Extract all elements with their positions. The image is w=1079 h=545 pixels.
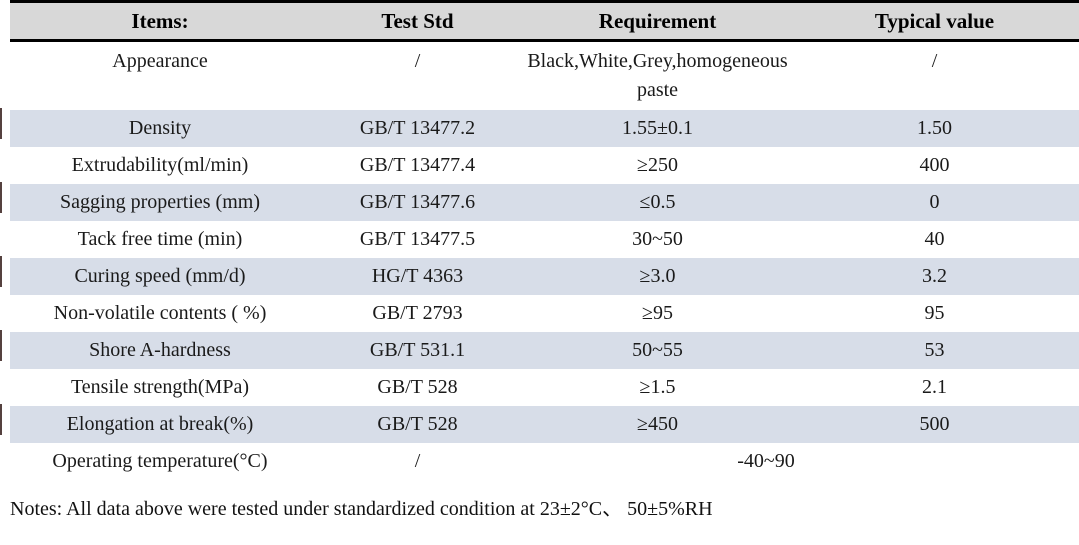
test-std-cell: GB/T 13477.5 [359,228,476,250]
requirement-cell: ≥95 [642,302,673,324]
typical-value-cell: 0 [790,184,1079,221]
typical-value-cell: 53 [790,332,1079,369]
item-cell: Sagging properties (mm) [10,184,310,221]
item-cell: Elongation at break(%) [10,406,310,443]
requirement-cell: ≥250 [637,154,678,176]
table-row: Appearance / Black,White,Grey,homogeneou… [10,41,1079,111]
test-std-cell: GB/T 13477.6 [310,184,525,221]
notes-text: Notes: All data above were tested under … [10,498,713,520]
requirement-cell: -40~90 [737,450,795,472]
table-header-row: Items: Test Std Requirement Typical valu… [10,1,1079,42]
test-std-cell: GB/T 528 [310,406,525,443]
header-requirement: Requirement [525,1,790,42]
table-row: Tack free time (min) GB/T 13477.5 30~50 … [10,221,1079,258]
requirement-cell: Black,White,Grey,homogeneous paste [527,50,788,101]
typical-value-cell: 40 [924,228,945,250]
test-std-cell: GB/T 2793 [372,302,463,324]
table-row: Tensile strength(MPa) GB/T 528 ≥1.5 2.1 [10,369,1079,406]
test-std-cell: GB/T 531.1 [310,332,525,369]
table-left-border-fragment [0,256,2,287]
table-row: Elongation at break(%) GB/T 528 ≥450 500 [10,406,1079,443]
requirement-cell: ≥1.5 [639,376,676,398]
table-row: Shore A-hardness GB/T 531.1 50~55 53 [10,332,1079,369]
table-row: Operating temperature(°C) / -40~90 [10,443,1079,480]
header-typical-value: Typical value [790,1,1079,42]
table-row: Non-volatile contents ( %) GB/T 2793 ≥95… [10,295,1079,332]
typical-value-cell: 95 [924,302,945,324]
requirement-cell: 1.55±0.1 [525,110,790,147]
item-cell: Appearance [112,50,208,72]
spec-table: Items: Test Std Requirement Typical valu… [10,0,1079,480]
typical-value-cell: 500 [790,406,1079,443]
typical-value-cell: 2.1 [922,376,947,398]
item-cell: Shore A-hardness [10,332,310,369]
typical-value-cell: 1.50 [790,110,1079,147]
requirement-cell: 30~50 [632,228,683,250]
table-row: Extrudability(ml/min) GB/T 13477.4 ≥250 … [10,147,1079,184]
test-std-cell: / [414,450,421,472]
item-cell: Tensile strength(MPa) [70,376,249,398]
item-cell: Non-volatile contents ( %) [53,302,267,324]
typical-value-cell: 3.2 [790,258,1079,295]
item-cell: Tack free time (min) [77,228,243,250]
test-std-cell: HG/T 4363 [310,258,525,295]
item-cell: Operating temperature(°C) [52,450,268,472]
table-left-border-fragment [0,108,2,139]
requirement-cell: ≤0.5 [525,184,790,221]
requirement-cell: ≥3.0 [525,258,790,295]
table-left-border-fragment [0,404,2,435]
item-cell: Curing speed (mm/d) [10,258,310,295]
typical-value-cell: / [931,50,938,72]
header-test-std: Test Std [310,1,525,42]
item-cell: Density [10,110,310,147]
requirement-cell: ≥450 [525,406,790,443]
test-std-cell: / [414,50,421,72]
test-std-cell: GB/T 13477.4 [359,154,476,176]
table-row: Curing speed (mm/d) HG/T 4363 ≥3.0 3.2 [10,258,1079,295]
typical-value-cell: 400 [919,154,950,176]
test-std-cell: GB/T 13477.2 [310,110,525,147]
test-std-cell: GB/T 528 [377,376,458,398]
table-row: Density GB/T 13477.2 1.55±0.1 1.50 [10,110,1079,147]
table-left-border-fragment [0,330,2,361]
requirement-cell: 50~55 [525,332,790,369]
item-cell: Extrudability(ml/min) [71,154,249,176]
header-items: Items: [10,1,310,42]
table-row: Sagging properties (mm) GB/T 13477.6 ≤0.… [10,184,1079,221]
table-left-border-fragment [0,182,2,213]
